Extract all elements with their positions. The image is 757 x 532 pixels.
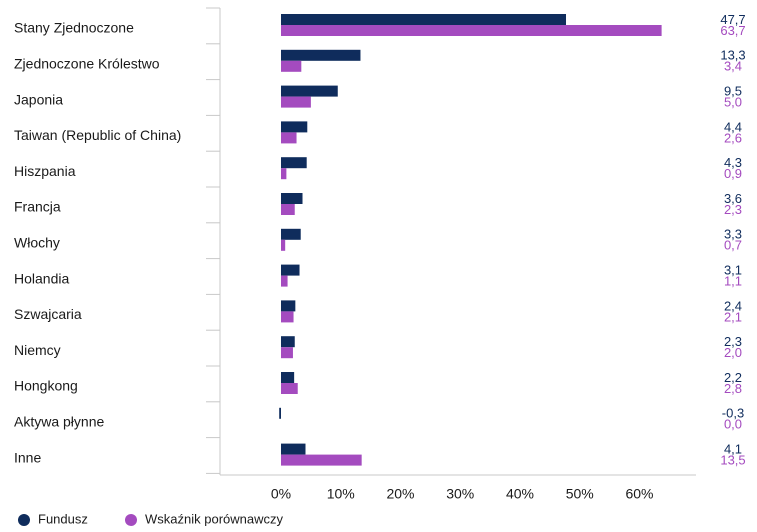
bar-fundusz bbox=[281, 443, 306, 455]
category-label: Aktywa płynne bbox=[14, 414, 104, 430]
category-label: Stany Zjednoczone bbox=[14, 20, 134, 36]
legend: Fundusz Wskaźnik porównawczy bbox=[18, 511, 283, 526]
x-tick-label: 10% bbox=[327, 486, 355, 502]
value-label: 2,4 bbox=[724, 298, 742, 313]
bar-wskaznik bbox=[281, 383, 298, 394]
bar-wskaznik bbox=[281, 239, 286, 251]
value-labels: 47,763,713,33,49,55,04,42,64,30,93,62,33… bbox=[720, 12, 745, 468]
value-label: -0,3 bbox=[722, 406, 744, 421]
value-label: 4,3 bbox=[724, 155, 742, 170]
bar-wskaznik bbox=[281, 275, 288, 287]
category-label: Szwajcaria bbox=[14, 306, 82, 322]
x-tick-label: 0% bbox=[271, 486, 291, 502]
x-tick-label: 40% bbox=[506, 486, 534, 502]
bar-fundusz bbox=[281, 157, 307, 169]
value-label: 2,0 bbox=[724, 345, 742, 360]
bar-fundusz bbox=[281, 300, 296, 312]
bar-wskaznik bbox=[281, 132, 297, 144]
value-label: 2,3 bbox=[724, 202, 742, 217]
bar-wskaznik bbox=[281, 311, 294, 323]
category-label: Włochy bbox=[14, 235, 60, 251]
value-label: 4,4 bbox=[724, 119, 742, 134]
category-label: Niemcy bbox=[14, 342, 61, 358]
legend-label: Wskaźnik porównawczy bbox=[145, 511, 283, 526]
value-label: 3,4 bbox=[724, 59, 742, 74]
bar-wskaznik bbox=[281, 454, 362, 466]
legend-label: Fundusz bbox=[38, 511, 88, 526]
bar-fundusz bbox=[279, 407, 281, 419]
bar-fundusz bbox=[281, 85, 338, 97]
category-label: Zjednoczone Królestwo bbox=[14, 56, 160, 72]
x-tick-label: 60% bbox=[625, 486, 653, 502]
legend-marker bbox=[18, 514, 30, 526]
category-label: Japonia bbox=[14, 91, 63, 107]
bar-wskaznik bbox=[281, 204, 295, 215]
category-label: Inne bbox=[14, 449, 41, 465]
bar-wskaznik bbox=[281, 60, 302, 72]
category-label: Holandia bbox=[14, 270, 69, 286]
bar-fundusz bbox=[281, 264, 300, 276]
x-tick-label: 20% bbox=[386, 486, 414, 502]
bar-fundusz bbox=[281, 336, 295, 348]
bar-fundusz bbox=[281, 14, 567, 25]
value-label: 13,5 bbox=[720, 453, 745, 468]
value-label: 4,1 bbox=[724, 442, 742, 457]
bar-wskaznik bbox=[281, 347, 293, 359]
value-label: 2,3 bbox=[724, 334, 742, 349]
bar-wskaznik bbox=[281, 25, 662, 36]
category-label: Hongkong bbox=[14, 378, 78, 394]
value-label: 0,0 bbox=[724, 417, 742, 432]
axis bbox=[206, 7, 696, 476]
value-label: 3,6 bbox=[724, 191, 742, 206]
x-tick-label: 30% bbox=[446, 486, 474, 502]
bar-wskaznik bbox=[281, 96, 311, 108]
value-label: 2,1 bbox=[724, 309, 742, 324]
legend-marker bbox=[125, 514, 137, 526]
value-label: 47,7 bbox=[720, 12, 745, 27]
bar-fundusz bbox=[281, 49, 361, 61]
category-label: Taiwan (Republic of China) bbox=[14, 127, 181, 143]
x-tick-labels: 0% 10% 20% 30% 40% 50% 60% bbox=[271, 486, 654, 502]
value-label: 3,3 bbox=[724, 227, 742, 242]
bar-wskaznik bbox=[281, 168, 287, 180]
value-label: 1,1 bbox=[724, 274, 742, 289]
x-tick-label: 50% bbox=[566, 486, 594, 502]
value-label: 2,2 bbox=[724, 370, 742, 385]
category-labels: Stany Zjednoczone Zjednoczone Królestwo Ja… bbox=[14, 20, 181, 466]
bar-fundusz bbox=[281, 121, 308, 133]
bars bbox=[279, 14, 662, 466]
category-label: Francja bbox=[14, 199, 61, 215]
value-label: 3,1 bbox=[724, 263, 742, 278]
value-label: 0,7 bbox=[724, 238, 742, 253]
bar-fundusz bbox=[281, 193, 303, 204]
value-label: 5,0 bbox=[724, 95, 742, 110]
value-label: 63,7 bbox=[720, 23, 745, 38]
value-label: 2,6 bbox=[724, 130, 742, 145]
bar-fundusz bbox=[281, 228, 301, 240]
value-label: 13,3 bbox=[720, 48, 745, 63]
category-label: Hiszpania bbox=[14, 163, 76, 179]
value-label: 2,8 bbox=[724, 381, 742, 396]
value-label: 9,5 bbox=[724, 84, 742, 99]
bar-fundusz bbox=[281, 372, 295, 383]
value-label: 0,9 bbox=[724, 166, 742, 181]
